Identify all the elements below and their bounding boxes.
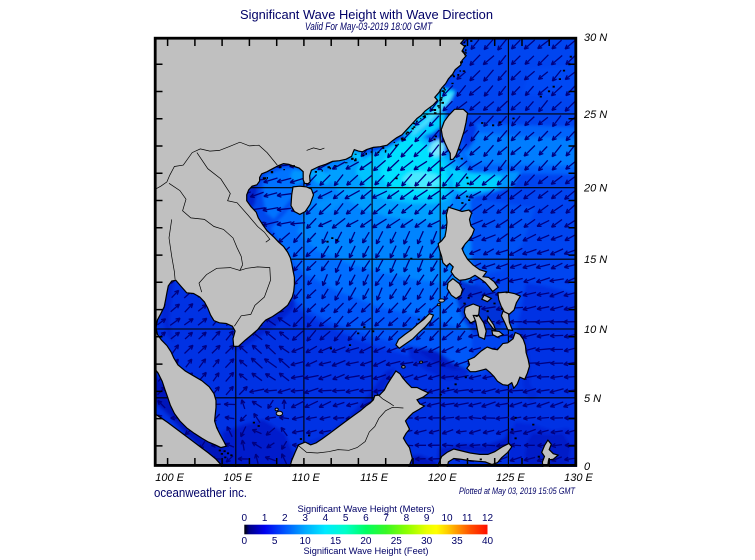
svg-text:5: 5 <box>343 513 349 524</box>
svg-text:Valid For May-03-2019 18:00 GM: Valid For May-03-2019 18:00 GMT <box>305 21 433 33</box>
svg-text:30: 30 <box>421 536 433 547</box>
svg-text:35: 35 <box>452 536 464 547</box>
svg-text:Significant Wave Height (Meter: Significant Wave Height (Meters) <box>298 504 435 515</box>
svg-text:10 N: 10 N <box>584 324 607 336</box>
svg-text:4: 4 <box>323 513 329 524</box>
svg-text:3: 3 <box>302 513 308 524</box>
svg-text:0: 0 <box>242 513 248 524</box>
svg-text:0: 0 <box>242 536 248 547</box>
svg-text:130 E: 130 E <box>564 472 593 484</box>
svg-text:125 E: 125 E <box>496 472 525 484</box>
svg-text:7: 7 <box>383 513 389 524</box>
svg-text:15 N: 15 N <box>584 254 607 266</box>
svg-text:30 N: 30 N <box>584 32 607 44</box>
svg-text:110 E: 110 E <box>292 472 321 484</box>
svg-text:25: 25 <box>391 536 403 547</box>
svg-text:10: 10 <box>300 536 312 547</box>
svg-text:40: 40 <box>482 536 494 547</box>
svg-text:1: 1 <box>262 513 268 524</box>
svg-text:20 N: 20 N <box>583 183 607 195</box>
svg-text:115 E: 115 E <box>360 472 389 484</box>
svg-text:15: 15 <box>330 536 342 547</box>
svg-text:11: 11 <box>462 513 473 524</box>
svg-text:10: 10 <box>441 513 453 524</box>
svg-text:9: 9 <box>424 513 430 524</box>
svg-text:8: 8 <box>404 513 410 524</box>
svg-text:oceanweather inc.: oceanweather inc. <box>154 485 247 500</box>
svg-text:20: 20 <box>360 536 372 547</box>
svg-text:Plotted at May 03, 2019 15:05: Plotted at May 03, 2019 15:05 GMT <box>459 486 576 496</box>
svg-text:105 E: 105 E <box>223 472 252 484</box>
svg-text:Significant Wave Height with W: Significant Wave Height with Wave Direct… <box>240 7 493 22</box>
svg-text:25 N: 25 N <box>583 109 607 121</box>
svg-text:Significant Wave Height (Feet): Significant Wave Height (Feet) <box>304 546 429 557</box>
svg-text:0: 0 <box>584 461 591 473</box>
svg-text:120 E: 120 E <box>428 472 457 484</box>
svg-text:100 E: 100 E <box>155 472 184 484</box>
svg-text:6: 6 <box>363 513 369 524</box>
svg-text:12: 12 <box>482 513 494 524</box>
svg-text:2: 2 <box>282 513 288 524</box>
svg-text:5: 5 <box>272 536 278 547</box>
svg-text:5 N: 5 N <box>584 393 601 405</box>
